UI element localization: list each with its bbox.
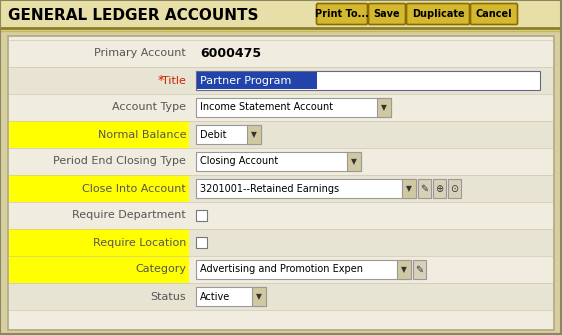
Bar [247,125,261,144]
Text: Category: Category [135,265,186,274]
Bar [9,256,189,283]
Text: Normal Balance: Normal Balance [97,130,186,139]
Bar [9,229,553,256]
Text: Require Location: Require Location [93,238,186,248]
Text: ▼: ▼ [256,292,262,301]
Bar [9,121,189,148]
Text: ▼: ▼ [406,184,412,193]
Text: Require Department: Require Department [72,210,186,220]
Text: ⊕: ⊕ [436,184,443,194]
Bar [196,152,361,171]
Text: 6000475: 6000475 [200,47,261,60]
Bar [9,148,553,175]
Text: Active: Active [200,291,230,302]
Bar [196,98,391,117]
Bar [196,287,266,306]
Bar [347,152,361,171]
FancyBboxPatch shape [369,3,406,24]
Text: *: * [158,74,164,87]
Bar [196,179,416,198]
Bar [377,98,391,117]
Bar [196,237,207,248]
Bar [252,287,266,306]
Bar [196,260,411,279]
Text: 3201001--Retained Earnings: 3201001--Retained Earnings [200,184,339,194]
FancyBboxPatch shape [316,3,368,24]
Bar [9,121,553,148]
Text: Debit: Debit [200,130,226,139]
Text: Period End Closing Type: Period End Closing Type [53,156,186,166]
Bar [9,283,553,310]
Bar [9,175,189,202]
Text: ✎: ✎ [420,184,429,194]
Text: Print To...: Print To... [315,9,369,19]
Bar [448,179,461,198]
Bar [9,94,553,121]
Text: ▼: ▼ [401,265,407,274]
Text: Primary Account: Primary Account [94,49,186,59]
FancyBboxPatch shape [406,3,469,24]
Text: Cancel: Cancel [475,9,513,19]
Bar [196,71,540,90]
Text: ▼: ▼ [251,130,257,139]
Bar [9,202,553,229]
Text: GENERAL LEDGER ACCOUNTS: GENERAL LEDGER ACCOUNTS [8,7,259,22]
Text: Status: Status [151,291,186,302]
Text: ▼: ▼ [381,103,387,112]
Bar [196,125,261,144]
Text: ▼: ▼ [351,157,357,166]
Bar [402,179,416,198]
Bar [418,179,431,198]
Text: Advertising and Promotion Expen: Advertising and Promotion Expen [200,265,363,274]
Text: Title: Title [162,75,186,85]
Bar [8,36,554,330]
Text: Closing Account: Closing Account [200,156,278,166]
Text: ⊙: ⊙ [450,184,459,194]
Bar [9,229,189,256]
Bar [9,40,553,67]
Text: Income Statement Account: Income Statement Account [200,103,333,113]
Bar [9,175,553,202]
Bar [9,67,553,94]
Text: Partner Program: Partner Program [200,75,291,85]
Bar [0,0,562,28]
Bar [9,256,553,283]
Text: Duplicate: Duplicate [412,9,464,19]
Text: Account Type: Account Type [112,103,186,113]
Text: ✎: ✎ [415,265,424,274]
Bar [196,210,207,221]
Text: Save: Save [374,9,400,19]
Text: Close Into Account: Close Into Account [82,184,186,194]
Bar [397,260,411,279]
Bar [413,260,426,279]
Bar [433,179,446,198]
FancyBboxPatch shape [470,3,518,24]
Bar [197,72,317,89]
